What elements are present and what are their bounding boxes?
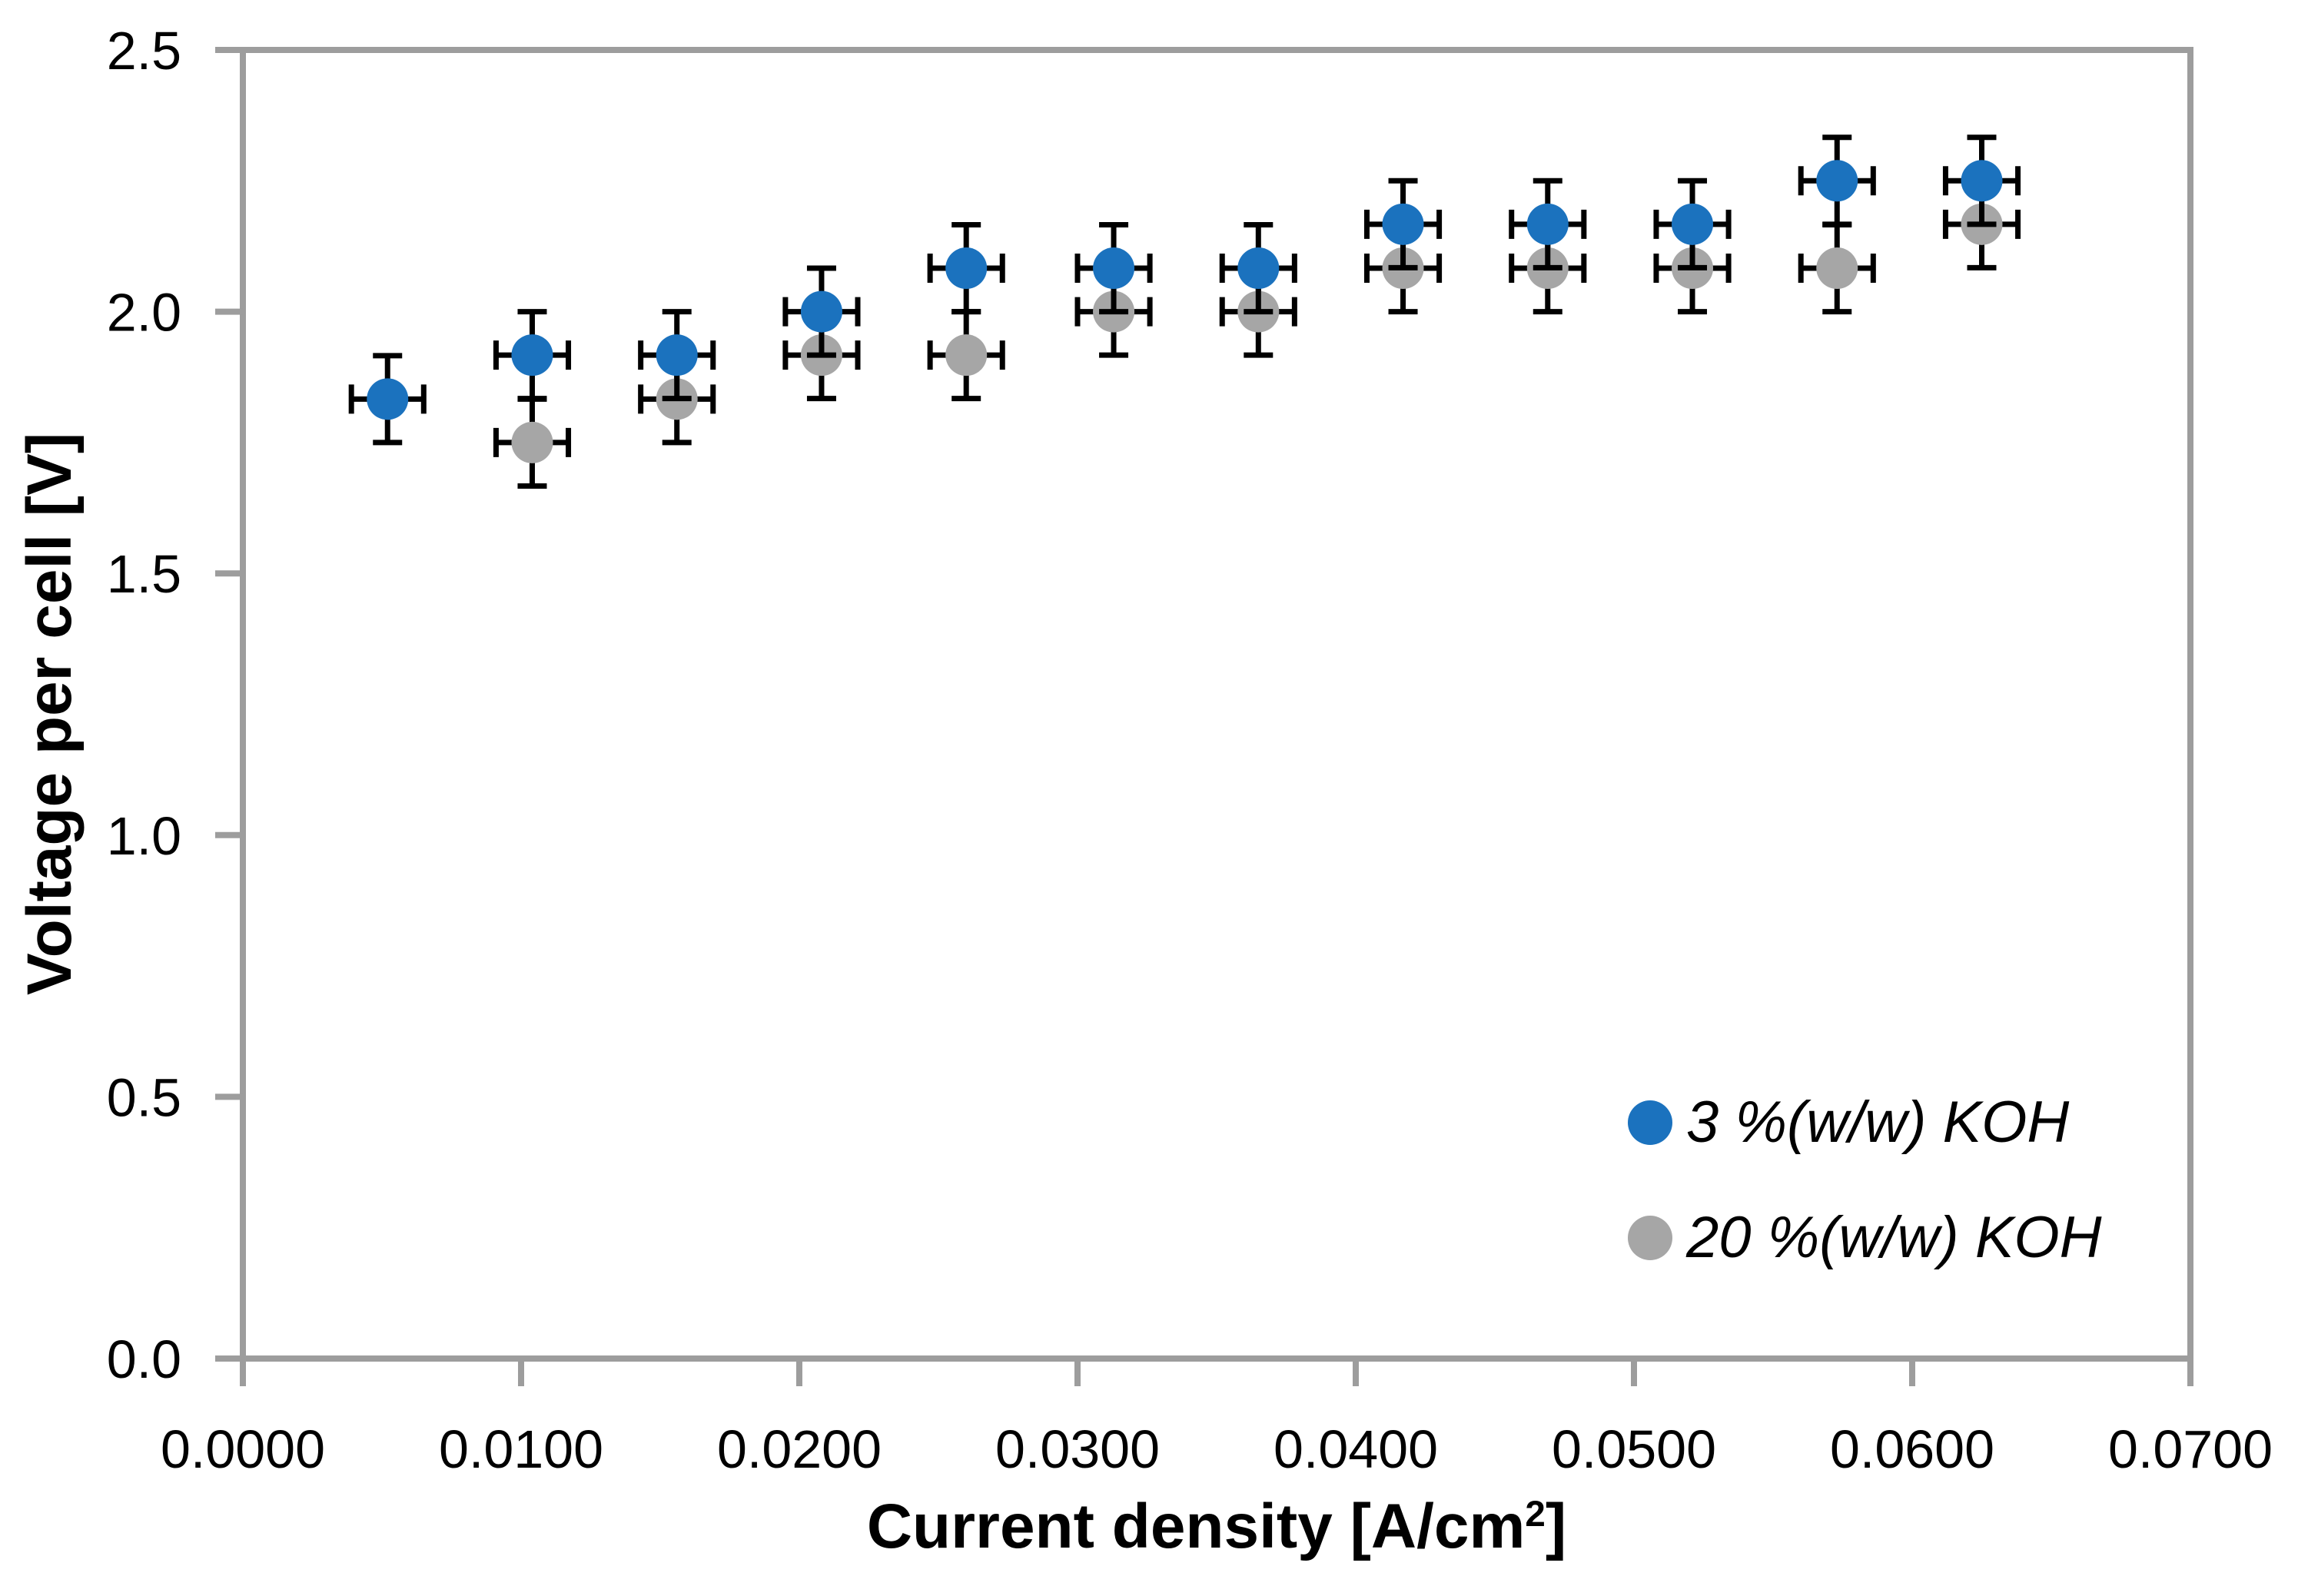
legend-label: 3 %(w/w) KOH (1686, 1090, 2070, 1155)
y-tick-label: 0.5 (107, 1067, 181, 1127)
x-tick-label: 0.0700 (2108, 1419, 2273, 1479)
x-tick-label: 0.0400 (1274, 1419, 1438, 1479)
x-axis-title-superscript: 2 (1525, 1494, 1546, 1535)
data-point-series-0 (1237, 247, 1280, 290)
y-tick-label: 0.0 (107, 1329, 181, 1389)
x-tick-label: 0.0100 (439, 1419, 603, 1479)
data-point-series-1 (945, 334, 988, 377)
y-tick-label: 2.0 (107, 283, 181, 343)
data-point-series-0 (656, 334, 698, 377)
plot-border (240, 47, 2193, 1362)
x-axis-title-suffix: ] (1545, 1491, 1567, 1561)
data-point-series-0 (1093, 247, 1135, 290)
data-point-series-1 (1816, 247, 1858, 290)
x-tick-label: 0.0600 (1830, 1419, 1994, 1479)
data-point-series-0 (1382, 203, 1424, 245)
data-point-series-1 (511, 421, 553, 463)
data-point-series-0 (1816, 160, 1858, 202)
legend: 3 %(w/w) KOH 20 %(w/w) KOH (1628, 1091, 2102, 1269)
legend-label: 20 %(w/w) KOH (1686, 1205, 2102, 1270)
x-tick-label: 0.0500 (1552, 1419, 1716, 1479)
data-point-series-0 (1961, 160, 2003, 202)
x-tick-label: 0.0000 (161, 1419, 325, 1479)
legend-marker (1628, 1216, 1672, 1260)
y-tick-label: 2.5 (107, 21, 181, 81)
legend-marker (1628, 1100, 1672, 1145)
x-tick-label: 0.0300 (995, 1419, 1160, 1479)
x-tick-label: 0.0200 (717, 1419, 882, 1479)
data-point-series-0 (1672, 203, 1714, 245)
data-point-series-0 (1526, 203, 1569, 245)
data-point-series-0 (367, 378, 409, 420)
x-axis-title: Current density [A/cm2] (243, 1495, 2190, 1558)
y-tick-label: 1.0 (107, 806, 181, 866)
data-point-series-0 (945, 247, 988, 290)
y-tick-label: 1.5 (107, 544, 181, 604)
y-axis-title: Voltage per cell [V] (15, 432, 85, 995)
x-axis-title-text: Current density [A/cm (866, 1491, 1526, 1561)
legend-item: 20 %(w/w) KOH (1628, 1206, 2102, 1269)
data-point-series-0 (800, 290, 842, 333)
data-point-series-0 (511, 334, 553, 377)
legend-item: 3 %(w/w) KOH (1628, 1091, 2102, 1154)
